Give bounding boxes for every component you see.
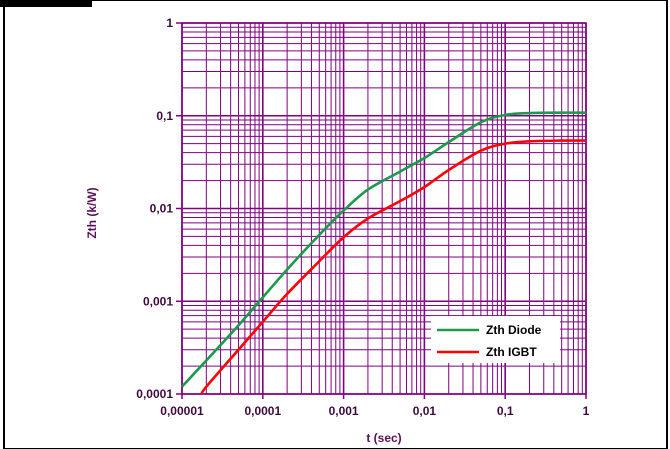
x-tick-label: 1 [583, 404, 590, 418]
plot-border [181, 22, 587, 395]
y-tick-label: 0,01 [150, 202, 174, 216]
y-axis-title: Zth (k/W) [85, 187, 99, 238]
x-tick-label: 0,00001 [160, 404, 204, 418]
y-tick-label: 0,1 [156, 109, 173, 123]
y-tick-label: 1 [166, 16, 173, 30]
x-tick-labels: 0,00001 0,0001 0,001 0,01 0,1 1 [160, 394, 590, 418]
legend-label: Zth Diode [486, 323, 542, 337]
legend: Zth Diode Zth IGBT [431, 316, 560, 363]
x-axis-title: t (sec) [366, 431, 401, 445]
series-lines [181, 111, 587, 395]
x-tick-label: 0,01 [413, 404, 437, 418]
x-tick-label: 0,0001 [244, 404, 281, 418]
legend-label: Zth IGBT [486, 345, 537, 359]
x-tick-label: 0,1 [497, 404, 514, 418]
major-grid [176, 22, 587, 395]
y-tick-label: 0,001 [143, 294, 173, 308]
frame-border [3, 0, 668, 449]
legend-box [431, 316, 560, 363]
header-strip [0, 0, 92, 7]
series-line-diode [181, 111, 587, 388]
y-tick-labels: 0,0001 0,001 0,01 0,1 1 [136, 16, 173, 401]
series-line-igbt [200, 139, 587, 395]
y-tick-label: 0,0001 [136, 387, 173, 401]
plot-area [176, 22, 587, 395]
x-tick-label: 0,001 [329, 404, 359, 418]
